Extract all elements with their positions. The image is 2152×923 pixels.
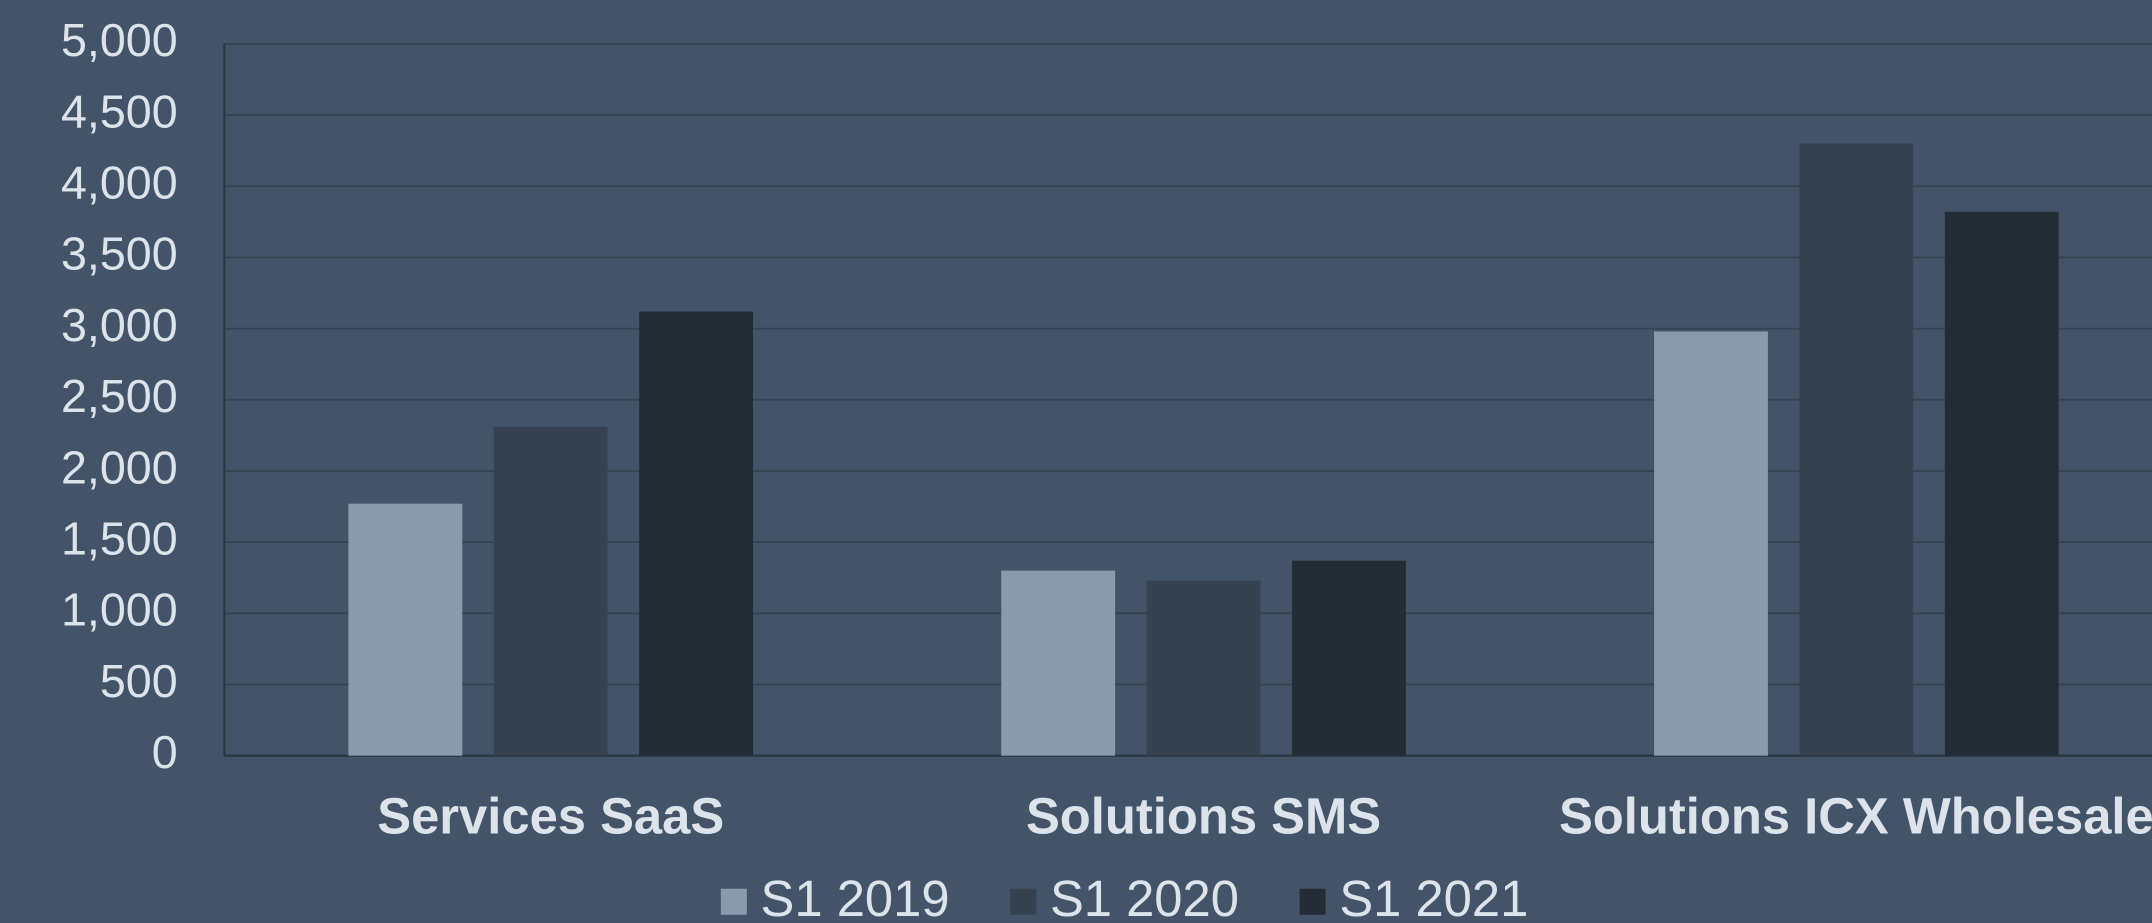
bar	[493, 426, 608, 756]
legend-swatch	[1299, 888, 1326, 915]
y-tick-label: 1,000	[61, 584, 178, 636]
bar	[639, 311, 754, 756]
y-tick-label: 500	[100, 655, 178, 707]
y-tick-label: 3,500	[61, 228, 178, 280]
x-tick-label: Solutions ICX Wholesale	[1559, 788, 2152, 845]
x-tick-label: Services SaaS	[377, 788, 724, 845]
legend-swatch	[720, 888, 747, 915]
y-tick-label: 4,500	[61, 85, 178, 137]
y-tick-label: 0	[152, 726, 178, 778]
bar	[1654, 331, 1768, 756]
bar	[348, 503, 463, 756]
y-tick-label: 3,000	[61, 299, 178, 351]
legend-swatch	[1010, 888, 1037, 915]
y-tick-label: 1,500	[61, 512, 178, 564]
y-tick-label: 2,500	[61, 370, 178, 422]
y-tick-label: 5,000	[61, 14, 178, 66]
bar	[1146, 580, 1261, 756]
legend-label: S1 2021	[1339, 870, 1528, 923]
legend-label: S1 2020	[1050, 870, 1239, 923]
y-tick-label: 4,000	[61, 157, 178, 209]
bar	[1001, 570, 1116, 756]
bar	[1944, 211, 2059, 756]
legend-label: S1 2019	[761, 870, 950, 923]
bar	[1292, 560, 1406, 756]
x-tick-label: Solutions SMS	[1026, 788, 1381, 845]
y-tick-label: 2,000	[61, 441, 178, 493]
bar	[1799, 143, 1914, 756]
